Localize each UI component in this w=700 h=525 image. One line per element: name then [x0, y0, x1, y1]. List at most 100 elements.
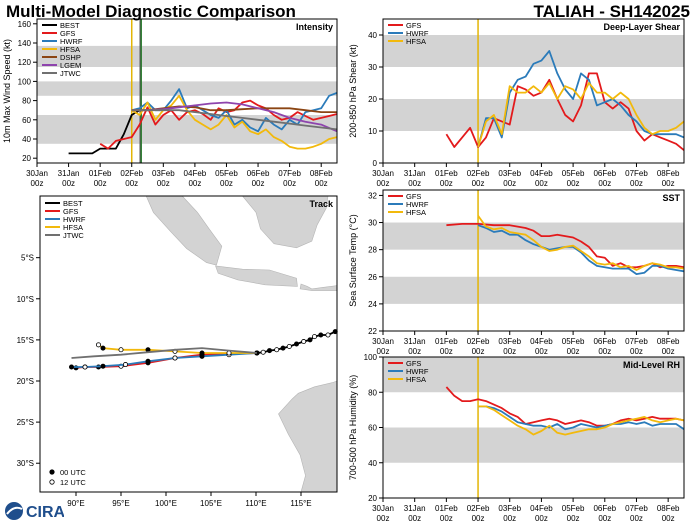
x-tick-label: 02Feb — [467, 169, 490, 178]
track-position-marker — [301, 339, 307, 345]
x-tick-label: 08Feb — [657, 169, 680, 178]
x-tick-label: 00z — [535, 179, 548, 188]
x-tick-label: 00z — [252, 179, 265, 188]
cira-swoosh-icon — [6, 506, 23, 515]
track-position-marker — [266, 348, 272, 354]
series-hfsa-line — [478, 405, 685, 436]
plot-frame — [36, 18, 338, 164]
intensity-panel: 2040608010012014016030Jan00z31Jan00z01Fe… — [2, 18, 338, 188]
y-tick-label: 0 — [373, 159, 378, 168]
shaded-band — [37, 115, 337, 144]
series-hwrf-line — [131, 88, 338, 133]
track-position-marker — [82, 364, 88, 370]
x-tick-label: 06Feb — [593, 169, 616, 178]
x-tick-label: 05Feb — [562, 504, 585, 513]
y-axis-label: 200-850 hPa Shear (kt) — [348, 44, 358, 138]
x-tick-label: 00z — [598, 179, 611, 188]
legend-label-jtwc: JTWC — [60, 69, 81, 78]
x-tick-label: 00z — [62, 179, 75, 188]
x-tick-label: 00z — [567, 347, 580, 356]
track-position-marker — [118, 347, 124, 353]
legend-label-hfsa: HFSA — [60, 45, 80, 54]
x-tick-label: 01Feb — [435, 504, 458, 513]
legend-label-hfsa: HFSA — [63, 223, 83, 232]
lon-tick-label: 115°E — [290, 499, 311, 508]
x-tick-label: 04Feb — [530, 337, 553, 346]
y-tick-label: 20 — [22, 154, 31, 163]
track-position-marker — [100, 345, 106, 351]
track-position-marker — [280, 345, 286, 351]
nusa-tenggara-land — [299, 283, 338, 291]
x-tick-label: 31Jan — [404, 169, 426, 178]
shear-panel: 01020304030Jan00z31Jan00z01Feb00z02Feb00… — [348, 18, 685, 188]
legend-label-hwrf: HWRF — [63, 215, 86, 224]
lat-tick-label: 5°S — [21, 254, 34, 263]
shaded-band — [37, 81, 337, 96]
shaded-band — [383, 222, 684, 250]
x-tick-label: 00z — [472, 514, 485, 523]
x-tick-label: 00z — [662, 347, 675, 356]
y-tick-label: 120 — [18, 58, 32, 67]
y-tick-label: 160 — [18, 20, 32, 29]
panel-title: SST — [662, 193, 680, 203]
x-tick-label: 00z — [377, 179, 390, 188]
track-position-marker — [293, 341, 299, 347]
x-tick-label: 31Jan — [58, 169, 80, 178]
x-tick-label: 00z — [567, 514, 580, 523]
x-tick-label: 06Feb — [593, 504, 616, 513]
x-tick-label: 01Feb — [89, 169, 112, 178]
x-tick-label: 06Feb — [247, 169, 270, 178]
x-tick-label: 00z — [440, 514, 453, 523]
track-jtwc-line — [71, 347, 257, 359]
y-tick-label: 100 — [18, 77, 32, 86]
y-tick-label: 10 — [368, 127, 377, 136]
rh-panel: 2040608010030Jan00z31Jan00z01Feb00z02Feb… — [348, 353, 685, 523]
x-tick-label: 31Jan — [404, 504, 426, 513]
x-tick-label: 07Feb — [625, 504, 648, 513]
series-hwrf-line — [477, 224, 685, 276]
x-tick-label: 00z — [662, 179, 675, 188]
track-panel: 90°E 95°E 100°E 105°E 110°E 115°E 5°S 10°S 15°S 2… — [17, 195, 338, 508]
x-tick-label: 00z — [157, 179, 170, 188]
track-position-marker — [260, 349, 266, 355]
x-tick-label: 01Feb — [435, 337, 458, 346]
series-gfs-line — [445, 386, 685, 427]
lon-tick-label: 95°E — [112, 499, 129, 508]
storm-id: TALIAH - SH142025 — [533, 2, 690, 21]
y-tick-label: 20 — [368, 95, 377, 104]
legend-label-gfs: GFS — [63, 207, 78, 216]
legend-label-gfs: GFS — [406, 192, 421, 201]
x-tick-label: 00z — [408, 347, 421, 356]
x-tick-label: 00z — [598, 347, 611, 356]
x-tick-label: 31Jan — [404, 337, 426, 346]
y-axis-label: 700-500 hPa Humidity (%) — [348, 375, 358, 481]
x-tick-label: 00z — [535, 347, 548, 356]
track-position-marker — [311, 334, 317, 340]
y-tick-label: 60 — [368, 424, 377, 433]
x-tick-label: 04Feb — [530, 504, 553, 513]
legend-label-dshp: DSHP — [60, 53, 81, 62]
australia-land — [278, 380, 338, 493]
legend-label-jtwc: JTWC — [63, 231, 84, 240]
x-tick-label: 02Feb — [467, 337, 490, 346]
lat-tick-label: 30°S — [17, 459, 34, 468]
track-position-marker — [307, 337, 313, 343]
legend-label-hfsa: HFSA — [406, 208, 426, 217]
x-tick-label: 05Feb — [562, 337, 585, 346]
x-tick-label: 30Jan — [26, 169, 48, 178]
x-tick-label: 00z — [535, 514, 548, 523]
legend-label-hwrf: HWRF — [60, 37, 83, 46]
plot-frame — [382, 189, 685, 332]
java-land — [215, 265, 298, 287]
x-tick-label: 00z — [630, 514, 643, 523]
y-tick-label: 28 — [368, 246, 377, 255]
track-position-marker — [332, 329, 338, 335]
legend-label-lgem: LGEM — [60, 61, 81, 70]
x-tick-label: 00z — [630, 347, 643, 356]
sumatra-land — [145, 195, 223, 266]
series-hfsa-line — [477, 82, 685, 148]
x-tick-label: 05Feb — [215, 169, 238, 178]
track-position-marker — [123, 362, 129, 368]
x-tick-label: 00z — [377, 347, 390, 356]
